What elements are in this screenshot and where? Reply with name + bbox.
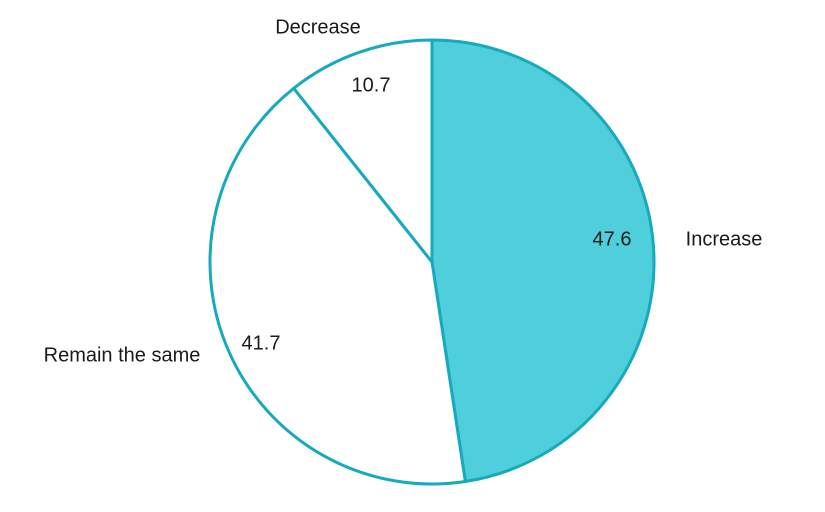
pie-labels: 47.6 Increase 41.7 Remain the same 10.7 Decre…: [44, 16, 763, 366]
pie-slice-decrease: [292, 38, 434, 264]
data-label-remain-the-same: 41.7: [242, 332, 281, 354]
category-label-increase: Increase: [686, 228, 763, 250]
pie-slice-increase: [430, 38, 656, 483]
pie-slice-remain-the-same: [208, 86, 467, 486]
data-label-increase: 47.6: [593, 228, 632, 250]
category-label-decrease: Decrease: [275, 16, 361, 38]
data-label-decrease: 10.7: [352, 74, 391, 96]
pie-slices: [208, 38, 656, 486]
category-label-remain-the-same: Remain the same: [44, 344, 201, 366]
